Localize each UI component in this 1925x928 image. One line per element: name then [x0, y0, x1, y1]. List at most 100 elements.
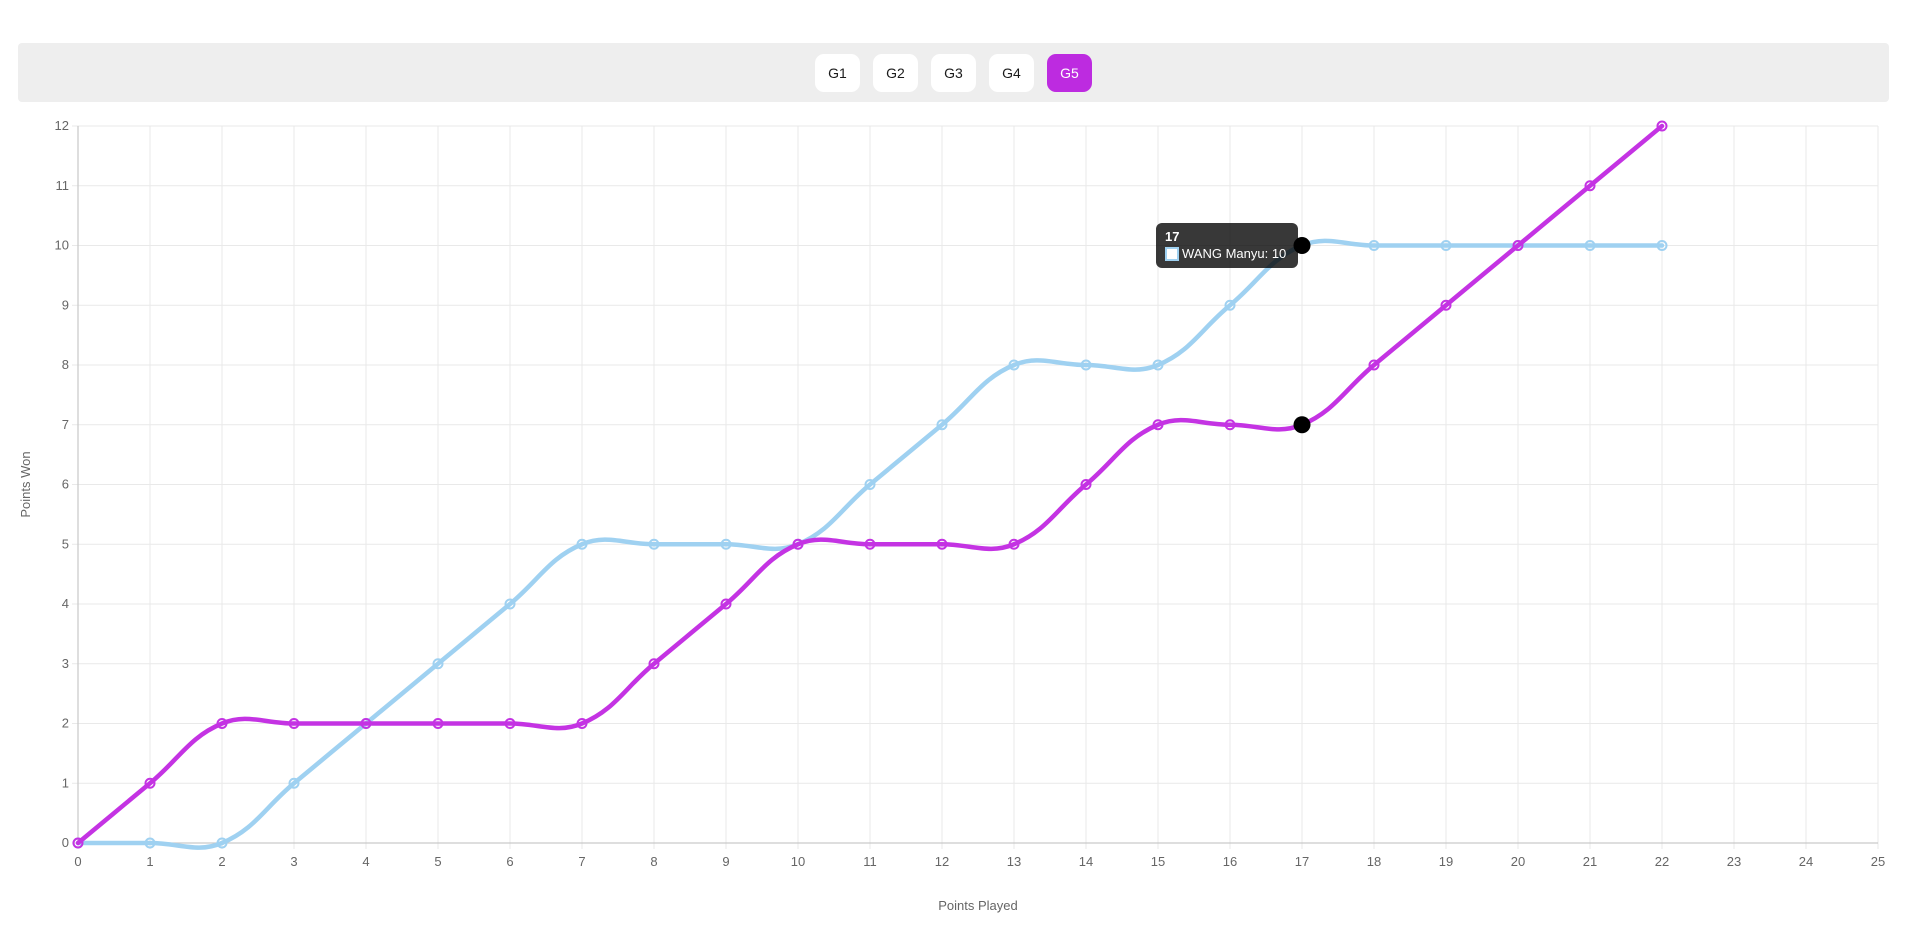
data-point-marker [864, 538, 876, 550]
data-point-marker [1152, 419, 1164, 431]
tab-g5[interactable]: G5 [1047, 53, 1092, 92]
data-point-marker [216, 718, 228, 729]
svg-text:8: 8 [62, 357, 69, 372]
svg-text:15: 15 [1151, 854, 1165, 869]
svg-text:20: 20 [1511, 854, 1525, 869]
series-line [75, 123, 1665, 846]
data-point-marker [1656, 120, 1668, 132]
data-point-marker [1368, 240, 1380, 251]
data-point-marker [504, 598, 516, 610]
data-point-marker [720, 538, 732, 550]
tab-g3[interactable]: G3 [931, 53, 976, 92]
data-point-marker [1224, 299, 1236, 311]
svg-text:4: 4 [62, 596, 69, 611]
data-point-marker [144, 777, 156, 789]
svg-text:3: 3 [62, 656, 69, 671]
data-point-marker [1008, 538, 1020, 550]
series-color-swatch [1165, 246, 1179, 261]
x-axis-title: Points Played [938, 898, 1018, 913]
data-point-marker [432, 658, 444, 670]
svg-text:10: 10 [791, 854, 805, 869]
svg-text:0: 0 [62, 835, 69, 850]
data-point-marker [288, 718, 300, 729]
svg-text:23: 23 [1727, 854, 1741, 869]
tooltip-label: WANG Manyu: 10 [1182, 246, 1287, 261]
svg-text:4: 4 [362, 854, 369, 869]
svg-text:9: 9 [722, 854, 729, 869]
data-point-marker [216, 837, 228, 849]
svg-text:12: 12 [935, 854, 949, 869]
svg-text:13: 13 [1007, 854, 1021, 869]
svg-text:6: 6 [506, 854, 513, 869]
tooltip-title: 17 [1165, 229, 1180, 244]
active-point-dot [1293, 416, 1311, 434]
series-line [75, 238, 1665, 850]
data-point-marker [648, 658, 660, 670]
tooltip-caret-icon [1298, 239, 1304, 252]
svg-text:3: 3 [290, 854, 297, 869]
data-point-marker [936, 538, 948, 550]
svg-text:5: 5 [62, 536, 69, 551]
svg-text:2: 2 [62, 716, 69, 731]
svg-text:6: 6 [62, 477, 69, 492]
chart-tooltip: 17 WANG Manyu: 10 [1156, 223, 1304, 268]
data-point-marker [360, 718, 372, 729]
data-point-marker [1080, 359, 1092, 371]
data-point-marker [936, 419, 948, 431]
data-point-marker [864, 479, 876, 490]
x-axis-tick-labels: 0 1 2 3 4 5 6 7 8 9 10 11 12 13 14 15 16 17 18 19 20 21 22 23 24… [74, 854, 1885, 869]
svg-text:12: 12 [55, 118, 69, 133]
data-point-marker [1368, 359, 1380, 371]
tab-g1[interactable]: G1 [815, 53, 860, 92]
data-point-marker [720, 598, 732, 610]
data-point-marker [792, 538, 804, 550]
data-point-marker [1080, 479, 1092, 490]
svg-text:11: 11 [863, 854, 877, 869]
data-point-marker [648, 538, 660, 550]
y-axis-title: Points Won [18, 451, 33, 517]
data-point-marker [1584, 180, 1596, 192]
data-point-marker [1440, 299, 1452, 311]
data-point-marker [1656, 240, 1668, 251]
svg-text:18: 18 [1367, 854, 1381, 869]
svg-text:1: 1 [62, 775, 69, 790]
svg-text:10: 10 [55, 238, 69, 253]
data-point-marker [288, 777, 300, 789]
data-point-marker [1584, 240, 1596, 251]
data-point-marker [576, 538, 588, 550]
svg-text:22: 22 [1655, 854, 1669, 869]
tab-g4[interactable]: G4 [989, 53, 1034, 92]
svg-text:1: 1 [146, 854, 153, 869]
svg-text:2: 2 [218, 854, 225, 869]
data-point-marker [1008, 359, 1020, 371]
data-point-marker [144, 837, 156, 849]
svg-text:14: 14 [1079, 854, 1093, 869]
data-point-marker [1512, 240, 1524, 251]
data-point-marker [1440, 240, 1452, 251]
svg-text:21: 21 [1583, 854, 1597, 869]
svg-text:7: 7 [578, 854, 585, 869]
svg-text:7: 7 [62, 417, 69, 432]
data-point-marker [1152, 359, 1164, 371]
svg-text:8: 8 [650, 854, 657, 869]
game-tab-bar: G1 G2 G3 G4 G5 [18, 43, 1889, 102]
data-point-marker [576, 718, 588, 729]
svg-text:16: 16 [1223, 854, 1237, 869]
svg-text:17: 17 [1295, 854, 1309, 869]
data-point-marker [432, 718, 444, 729]
svg-text:5: 5 [434, 854, 441, 869]
data-point-marker [504, 718, 516, 729]
svg-text:19: 19 [1439, 854, 1453, 869]
data-point-marker [1224, 419, 1236, 431]
svg-text:11: 11 [56, 178, 70, 193]
tooltip-row: WANG Manyu: 10 [1165, 245, 1289, 262]
svg-text:24: 24 [1799, 854, 1813, 869]
grid-lines [72, 125, 1879, 849]
svg-text:25: 25 [1871, 854, 1885, 869]
tab-g2[interactable]: G2 [873, 53, 918, 92]
svg-text:9: 9 [62, 297, 69, 312]
data-point-marker [72, 837, 84, 849]
svg-text:0: 0 [74, 854, 81, 869]
